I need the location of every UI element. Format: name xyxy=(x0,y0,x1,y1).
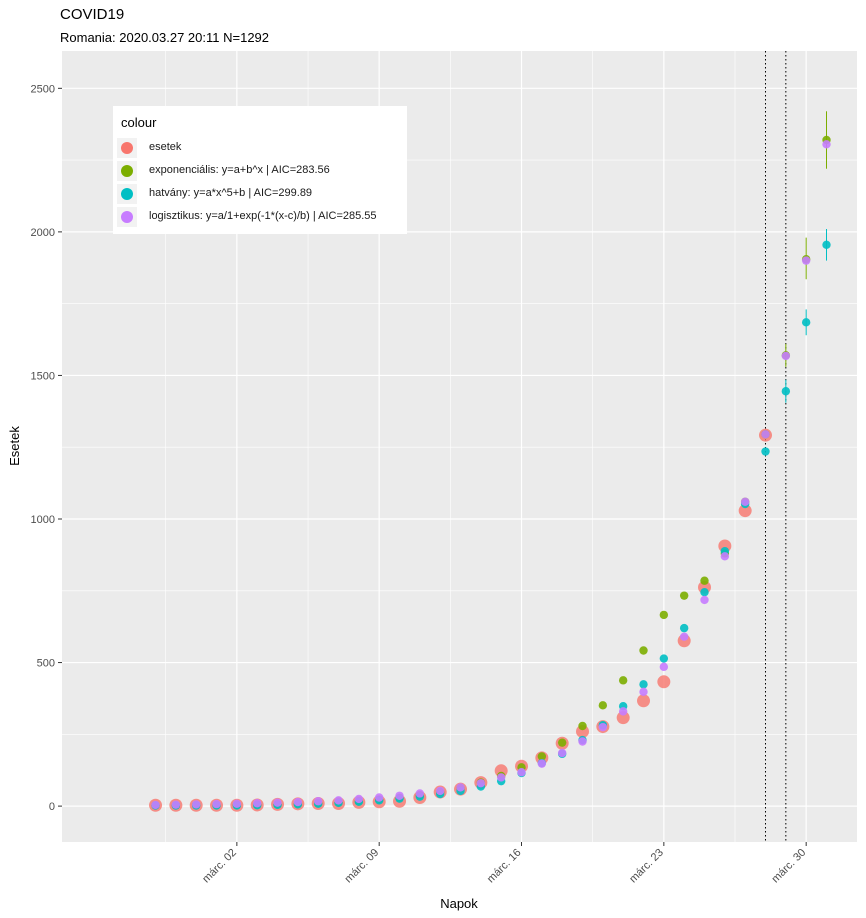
data-point xyxy=(679,591,689,600)
legend-key xyxy=(117,207,137,227)
legend-item-logisztikus: logisztikus: y=a/1+exp(-1*(x-c)/b) | AIC… xyxy=(113,207,407,229)
data-point xyxy=(738,504,752,518)
data-point xyxy=(415,789,425,798)
legend-dot-hatvany xyxy=(121,188,133,200)
data-point xyxy=(637,694,651,708)
data-point xyxy=(618,676,628,685)
y-tick-label: 0 xyxy=(49,801,55,813)
data-point xyxy=(293,797,303,807)
legend-label-logisztikus: logisztikus: y=a/1+exp(-1*(x-c)/b) | AIC… xyxy=(149,210,377,222)
data-point xyxy=(598,701,608,710)
data-point xyxy=(395,791,404,800)
legend-label-hatvany: hatvány: y=a*x^5+b | AIC=299.89 xyxy=(149,187,313,199)
legend-item-esetek: esetek xyxy=(113,138,407,160)
data-point xyxy=(700,595,709,605)
x-tick-label: márc. 16 xyxy=(485,847,524,886)
x-axis-label: Napok xyxy=(440,896,478,911)
data-point xyxy=(740,497,750,506)
y-tick-label: 2500 xyxy=(31,83,55,95)
legend-key xyxy=(117,138,137,158)
data-point xyxy=(273,798,282,807)
data-point xyxy=(679,632,689,641)
legend-key xyxy=(117,161,137,181)
data-point xyxy=(618,707,628,716)
y-axis-label: Esetek xyxy=(7,426,22,466)
data-point xyxy=(171,800,181,809)
chart-title: COVID19 xyxy=(60,6,125,23)
data-point xyxy=(517,768,526,777)
data-point xyxy=(639,680,648,689)
data-point xyxy=(659,610,669,620)
data-point xyxy=(659,662,669,672)
data-point xyxy=(761,447,770,456)
data-point xyxy=(679,623,689,633)
data-point xyxy=(639,687,648,697)
data-point xyxy=(435,786,445,796)
data-point xyxy=(578,721,587,731)
data-point xyxy=(354,794,364,804)
y-tick-label: 2000 xyxy=(31,227,55,239)
data-point xyxy=(232,799,242,809)
legend-title: colour xyxy=(121,115,157,130)
y-tick-label: 1000 xyxy=(31,514,55,526)
data-marks xyxy=(149,111,831,812)
legend-item-exponencialis: exponenciális: y=a+b^x | AIC=283.56 xyxy=(113,161,407,183)
legend-label-exponencialis: exponenciális: y=a+b^x | AIC=283.56 xyxy=(149,164,330,176)
data-point xyxy=(657,675,671,689)
data-point xyxy=(761,430,770,439)
legend-label-esetek: esetek xyxy=(149,141,182,153)
data-point xyxy=(151,800,160,810)
data-point xyxy=(537,759,547,768)
data-point xyxy=(781,351,791,361)
data-point xyxy=(700,576,709,585)
data-point xyxy=(557,748,567,758)
data-point xyxy=(456,783,465,792)
data-point xyxy=(191,800,201,809)
x-tick-label: márc. 30 xyxy=(770,847,809,886)
data-point xyxy=(334,796,343,805)
data-point xyxy=(720,552,730,561)
data-point xyxy=(212,799,221,809)
data-point xyxy=(822,140,831,149)
data-point xyxy=(700,588,709,597)
data-point xyxy=(578,737,587,746)
data-point xyxy=(374,793,384,802)
x-tick-label: márc. 09 xyxy=(343,847,382,886)
data-point xyxy=(476,778,486,788)
data-point xyxy=(557,738,567,747)
data-point xyxy=(801,256,811,265)
legend-dot-esetek xyxy=(121,142,133,154)
y-tick-label: 500 xyxy=(37,658,55,670)
x-tick-label: márc. 23 xyxy=(627,847,666,886)
y-tick-label: 1500 xyxy=(31,370,55,382)
data-point xyxy=(616,711,630,725)
data-point xyxy=(659,654,669,663)
x-tick-label: márc. 02 xyxy=(200,847,239,886)
legend-dot-exponencialis xyxy=(121,165,133,177)
legend-dot-logisztikus xyxy=(121,211,133,223)
data-point xyxy=(496,773,506,782)
data-point xyxy=(639,646,648,655)
legend-key xyxy=(117,184,137,204)
data-point xyxy=(801,318,811,327)
legend: colour esetek exponenciális: y=a+b^x | A… xyxy=(113,106,407,234)
data-point xyxy=(598,722,608,732)
data-point xyxy=(781,387,791,396)
legend-item-hatvany: hatvány: y=a*x^5+b | AIC=299.89 xyxy=(113,184,407,206)
data-point xyxy=(252,799,262,808)
chart-subtitle: Romania: 2020.03.27 20:11 N=1292 xyxy=(60,30,270,45)
series-logisztikus xyxy=(151,140,831,810)
data-point xyxy=(822,240,831,250)
data-point xyxy=(313,797,323,806)
data-point xyxy=(537,752,547,761)
